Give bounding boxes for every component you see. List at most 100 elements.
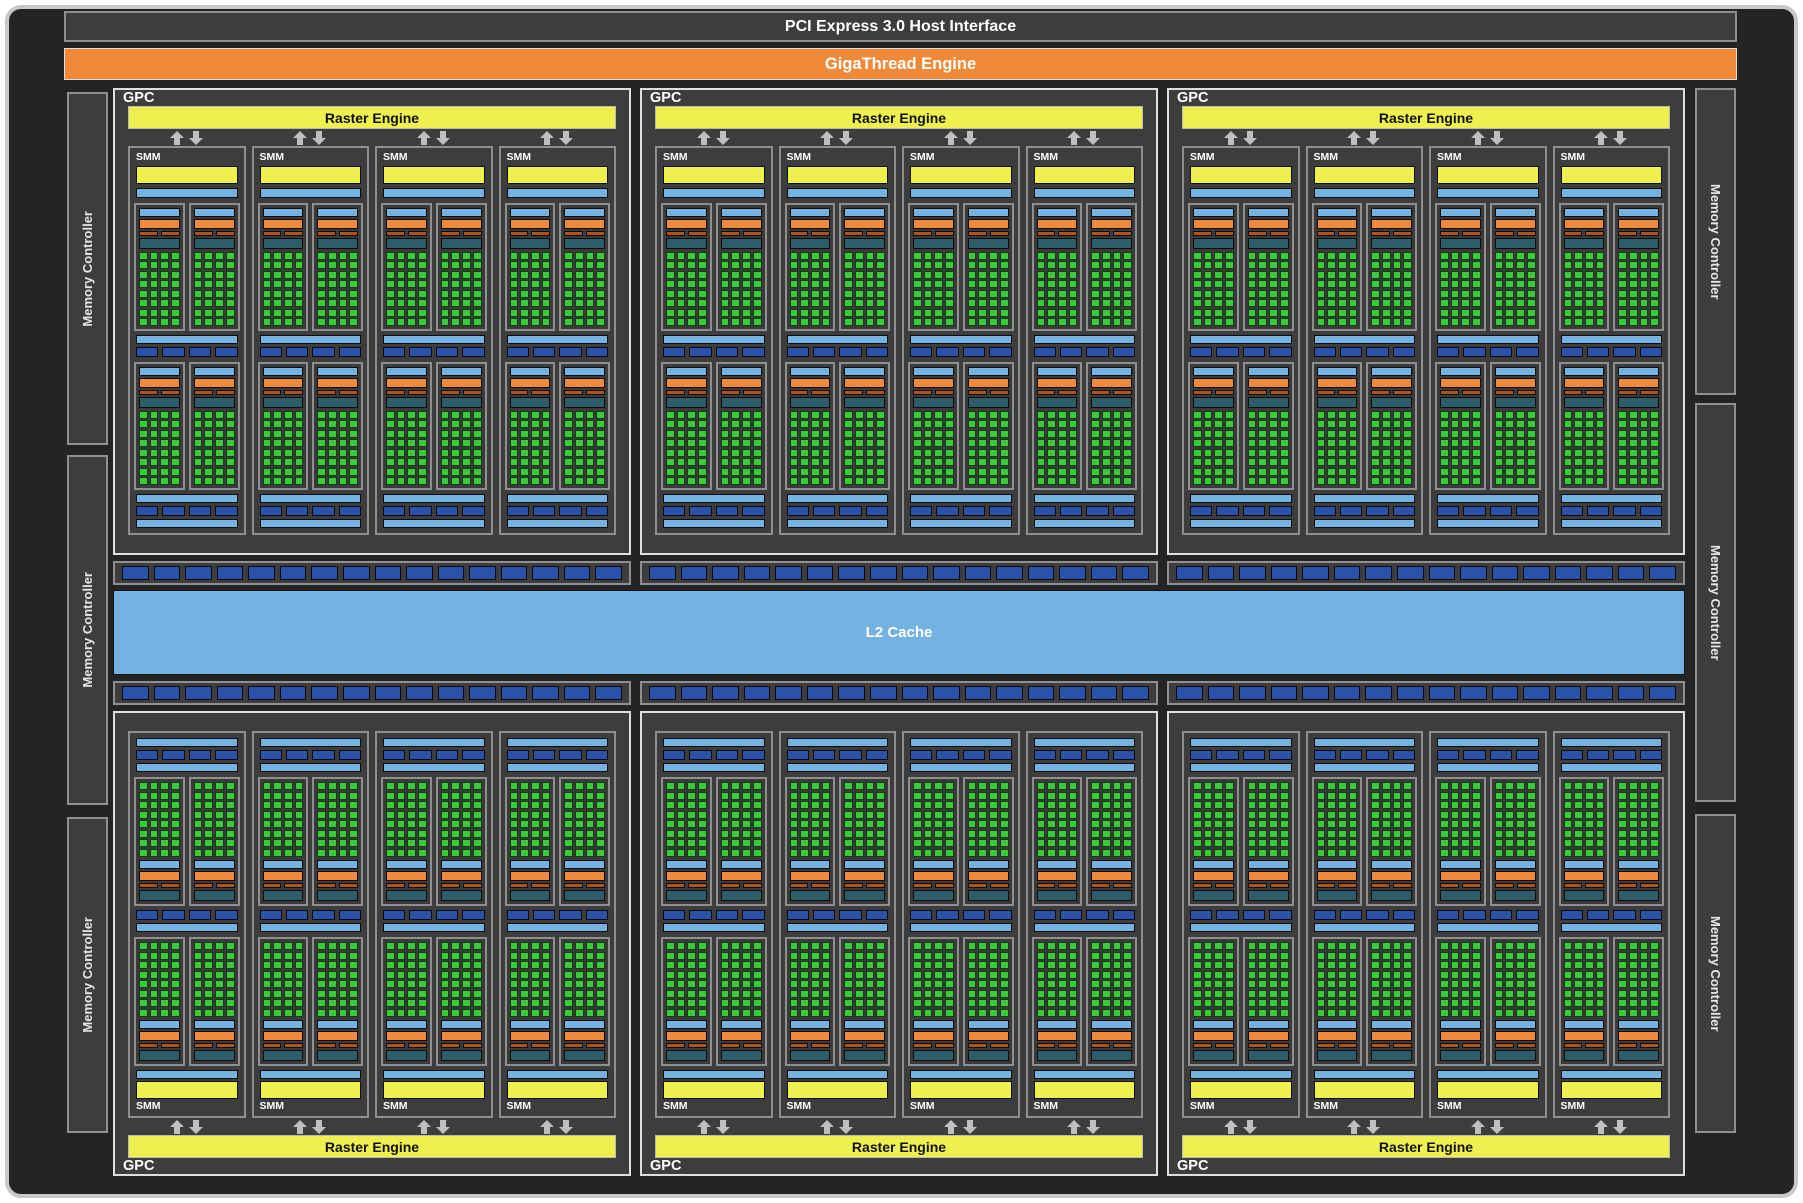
cuda-core <box>742 449 751 457</box>
warp-scheduler-bar <box>968 871 1009 881</box>
instruction-cache-bar <box>910 188 1012 198</box>
cuda-core <box>742 1009 751 1017</box>
cuda-core <box>1102 280 1111 288</box>
cuda-core <box>407 782 416 790</box>
cuda-core <box>215 299 224 307</box>
register-file-bar <box>194 890 235 901</box>
cuda-core-grid <box>1317 782 1358 857</box>
cuda-core <box>1349 792 1358 800</box>
cuda-core <box>1640 999 1649 1007</box>
cuda-core <box>1596 942 1605 950</box>
dispatch-unit-bar <box>913 231 932 236</box>
cuda-core <box>1058 839 1067 847</box>
cuda-core <box>1269 468 1278 476</box>
cuda-core <box>1495 252 1504 260</box>
texture-unit-segment <box>1516 750 1538 760</box>
cuda-core <box>386 849 395 857</box>
cuda-core <box>1461 952 1470 960</box>
cuda-core-grid <box>968 782 1009 857</box>
cuda-core <box>273 942 282 950</box>
cuda-core <box>1214 990 1223 998</box>
cuda-core <box>800 952 809 960</box>
cuda-core <box>1193 309 1202 317</box>
cuda-core <box>924 839 933 847</box>
cuda-core-grid <box>1618 411 1659 485</box>
cuda-core <box>811 961 820 969</box>
cuda-core <box>1640 411 1649 419</box>
cuda-core <box>811 952 820 960</box>
processing-block <box>1613 203 1664 331</box>
texture-cache-bar <box>136 923 238 932</box>
cuda-core <box>407 420 416 428</box>
dispatch-unit-row <box>1193 883 1234 888</box>
processing-block <box>908 777 959 906</box>
cuda-core <box>1000 439 1009 447</box>
rop-segment <box>469 686 496 700</box>
cuda-core <box>397 839 406 847</box>
cuda-core <box>462 980 471 988</box>
processing-block-pair <box>1188 777 1294 906</box>
cuda-core <box>263 411 272 419</box>
rop-segment <box>838 686 865 700</box>
cuda-core <box>1123 839 1132 847</box>
cuda-core <box>677 811 686 819</box>
rop-segment <box>1091 686 1118 700</box>
polymorph-engine-bar <box>383 166 485 184</box>
cuda-core <box>1069 449 1078 457</box>
cuda-core <box>418 952 427 960</box>
cuda-core <box>1317 942 1326 950</box>
cuda-core <box>226 961 235 969</box>
cuda-core <box>790 820 799 828</box>
processing-block <box>1086 203 1137 331</box>
dispatch-unit-bar <box>1338 1043 1357 1048</box>
cuda-core <box>1317 830 1326 838</box>
cuda-core <box>1574 999 1583 1007</box>
cuda-core <box>295 839 304 847</box>
texture-unit-segment <box>1086 750 1108 760</box>
register-file-bar <box>564 238 605 249</box>
cuda-core <box>1000 801 1009 809</box>
rop-segment <box>1239 686 1266 700</box>
instruction-buffer-bar <box>510 860 551 869</box>
cuda-core <box>924 261 933 269</box>
cuda-core <box>1371 318 1380 326</box>
cuda-core <box>1505 801 1514 809</box>
dispatch-unit-row <box>263 390 304 395</box>
cuda-core <box>790 449 799 457</box>
cuda-core <box>1047 309 1056 317</box>
cuda-core <box>1113 811 1122 819</box>
cuda-core <box>542 990 551 998</box>
cuda-core <box>1000 468 1009 476</box>
rop-segment <box>217 566 244 580</box>
cuda-core <box>698 792 707 800</box>
cuda-core <box>1618 411 1627 419</box>
cuda-core <box>1629 961 1638 969</box>
cuda-core <box>742 942 751 950</box>
cuda-core <box>1102 309 1111 317</box>
cuda-core <box>1280 990 1289 998</box>
cuda-core <box>811 290 820 298</box>
cuda-core <box>989 980 998 988</box>
cuda-core <box>1585 1009 1594 1017</box>
cuda-core <box>215 430 224 438</box>
cuda-core <box>753 449 762 457</box>
cuda-core <box>1214 1009 1223 1017</box>
cuda-core <box>1505 309 1514 317</box>
instruction-buffer-bar <box>1037 208 1078 217</box>
texture-unit-segment <box>989 506 1011 516</box>
cuda-core <box>451 468 460 476</box>
cuda-core <box>564 1009 573 1017</box>
cuda-core <box>924 811 933 819</box>
cuda-core <box>1451 468 1460 476</box>
cuda-core <box>1091 449 1100 457</box>
cuda-core <box>1440 280 1449 288</box>
cuda-core <box>924 280 933 288</box>
cuda-core <box>1225 961 1234 969</box>
cuda-core <box>1393 299 1402 307</box>
processing-block-pair <box>1435 937 1541 1066</box>
cuda-core <box>968 792 977 800</box>
cuda-core <box>1505 999 1514 1007</box>
dispatch-unit-bar <box>1317 231 1336 236</box>
cuda-core <box>226 849 235 857</box>
cuda-core-grid <box>844 252 885 326</box>
